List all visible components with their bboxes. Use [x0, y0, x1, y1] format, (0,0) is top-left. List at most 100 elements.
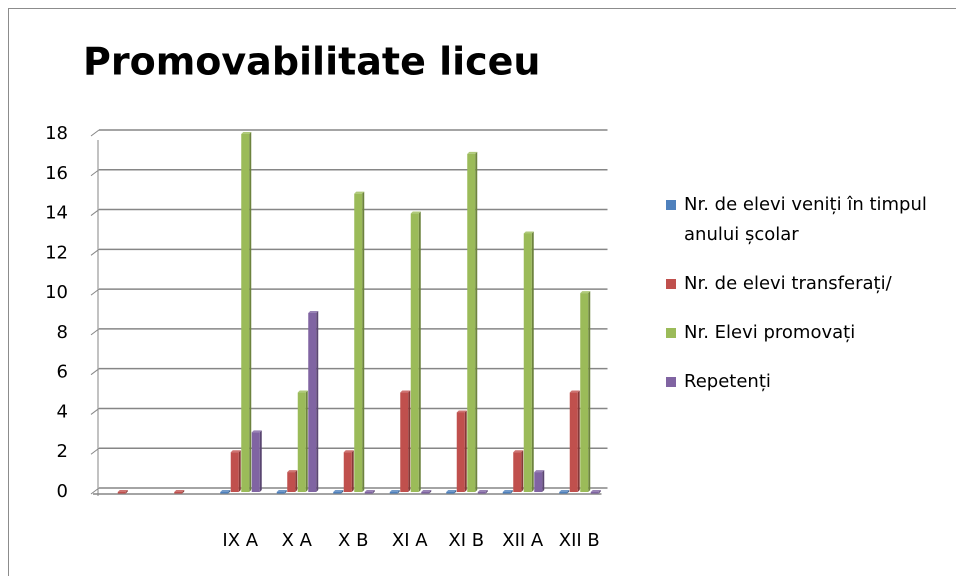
- bar: [343, 452, 352, 492]
- bar: [174, 492, 183, 494]
- bar-top: [230, 450, 241, 453]
- chart-title: Promovabilitate liceu: [83, 40, 540, 84]
- bar-side: [567, 490, 570, 494]
- bar-side: [295, 470, 298, 492]
- bar-top: [251, 430, 262, 433]
- bar-top: [343, 450, 354, 453]
- legend-item: Repetenți: [666, 367, 936, 397]
- legend-swatch: [666, 200, 676, 210]
- bar-side: [531, 231, 534, 492]
- bar-side: [510, 490, 513, 494]
- bar-side: [475, 151, 478, 492]
- grid-line-side: [90, 408, 100, 415]
- legend-label: Nr. de elevi veniți în timpul anului șco…: [684, 194, 927, 245]
- bar-top: [534, 470, 545, 473]
- bar-side: [341, 490, 344, 494]
- bar-side: [577, 390, 580, 492]
- x-tick-label: XI A: [392, 530, 428, 551]
- legend-label: Nr. Elevi promovați: [684, 322, 856, 343]
- y-tick-label: 4: [57, 401, 68, 422]
- y-tick-label: 6: [57, 362, 68, 383]
- bar-side: [521, 450, 524, 492]
- grid-line-side: [90, 248, 100, 256]
- bar-top: [389, 490, 400, 492]
- bar-top: [446, 490, 457, 492]
- bar-side: [397, 490, 400, 494]
- bar-top: [580, 291, 591, 294]
- bar-side: [316, 311, 319, 492]
- bar: [276, 492, 285, 494]
- bar-top: [117, 490, 128, 492]
- grid-line-side: [90, 328, 100, 336]
- grid-line-side: [90, 129, 100, 137]
- bar: [220, 492, 229, 494]
- bar-top: [287, 470, 298, 473]
- x-tick-label: IX A: [222, 530, 258, 551]
- bar: [502, 492, 511, 494]
- bar: [569, 392, 578, 492]
- grid-line-side: [90, 209, 100, 216]
- legend-item: Nr. Elevi promovați: [666, 318, 936, 348]
- y-tick-label: 0: [57, 481, 68, 502]
- bar-top: [308, 311, 319, 313]
- bar-side: [362, 191, 365, 492]
- grid-line-side: [90, 288, 100, 296]
- legend-item: Nr. de elevi transferați/: [666, 269, 936, 299]
- legend-item: Nr. de elevi veniți în timpul anului șco…: [666, 190, 936, 250]
- bar: [287, 472, 296, 492]
- bar-side: [351, 450, 354, 492]
- bar-top: [477, 490, 488, 492]
- bar-top: [421, 490, 432, 492]
- bar-side: [408, 390, 411, 492]
- grid-line-side: [90, 169, 100, 177]
- bar: [241, 134, 250, 492]
- bar: [456, 412, 465, 492]
- bar-side: [598, 490, 601, 494]
- bar-top: [467, 151, 478, 154]
- bar-top: [276, 490, 287, 492]
- bar-top: [410, 211, 421, 214]
- y-tick-label: 16: [45, 163, 68, 184]
- bar: [513, 452, 522, 492]
- bar-side: [259, 430, 262, 492]
- bar: [251, 432, 260, 492]
- bar-top: [513, 450, 524, 453]
- bar-side: [588, 291, 591, 492]
- bar-side: [182, 490, 185, 494]
- bar: [230, 452, 239, 492]
- bar-side: [454, 490, 457, 494]
- legend: Nr. de elevi veniți în timpul anului șco…: [666, 190, 936, 416]
- bar: [333, 492, 342, 494]
- legend-swatch: [666, 328, 676, 338]
- bar: [590, 492, 599, 494]
- bar-top: [364, 490, 375, 492]
- y-tick-label: 18: [45, 123, 68, 144]
- y-tick-label: 14: [45, 203, 68, 224]
- bar-top: [559, 490, 570, 492]
- bar: [354, 193, 363, 492]
- x-tick-label: X B: [338, 530, 368, 551]
- x-tick-label: X A: [282, 530, 313, 551]
- y-tick-label: 10: [45, 282, 68, 303]
- bar-side: [125, 490, 128, 494]
- bar: [364, 492, 373, 494]
- bar-side: [305, 390, 308, 492]
- bar: [297, 392, 306, 492]
- legend-label: Repetenți: [684, 371, 771, 392]
- bar: [400, 392, 409, 492]
- bar-side: [372, 490, 375, 494]
- bar-top: [354, 191, 365, 194]
- bar: [467, 153, 476, 492]
- bar-top: [297, 390, 308, 393]
- bar-top: [333, 490, 344, 492]
- bar-top: [569, 390, 580, 393]
- bar: [477, 492, 486, 494]
- bar-side: [228, 490, 231, 494]
- bar-top: [241, 132, 252, 134]
- bar: [446, 492, 455, 494]
- legend-swatch: [666, 377, 676, 387]
- bar-side: [429, 490, 432, 494]
- bar-top: [174, 490, 185, 492]
